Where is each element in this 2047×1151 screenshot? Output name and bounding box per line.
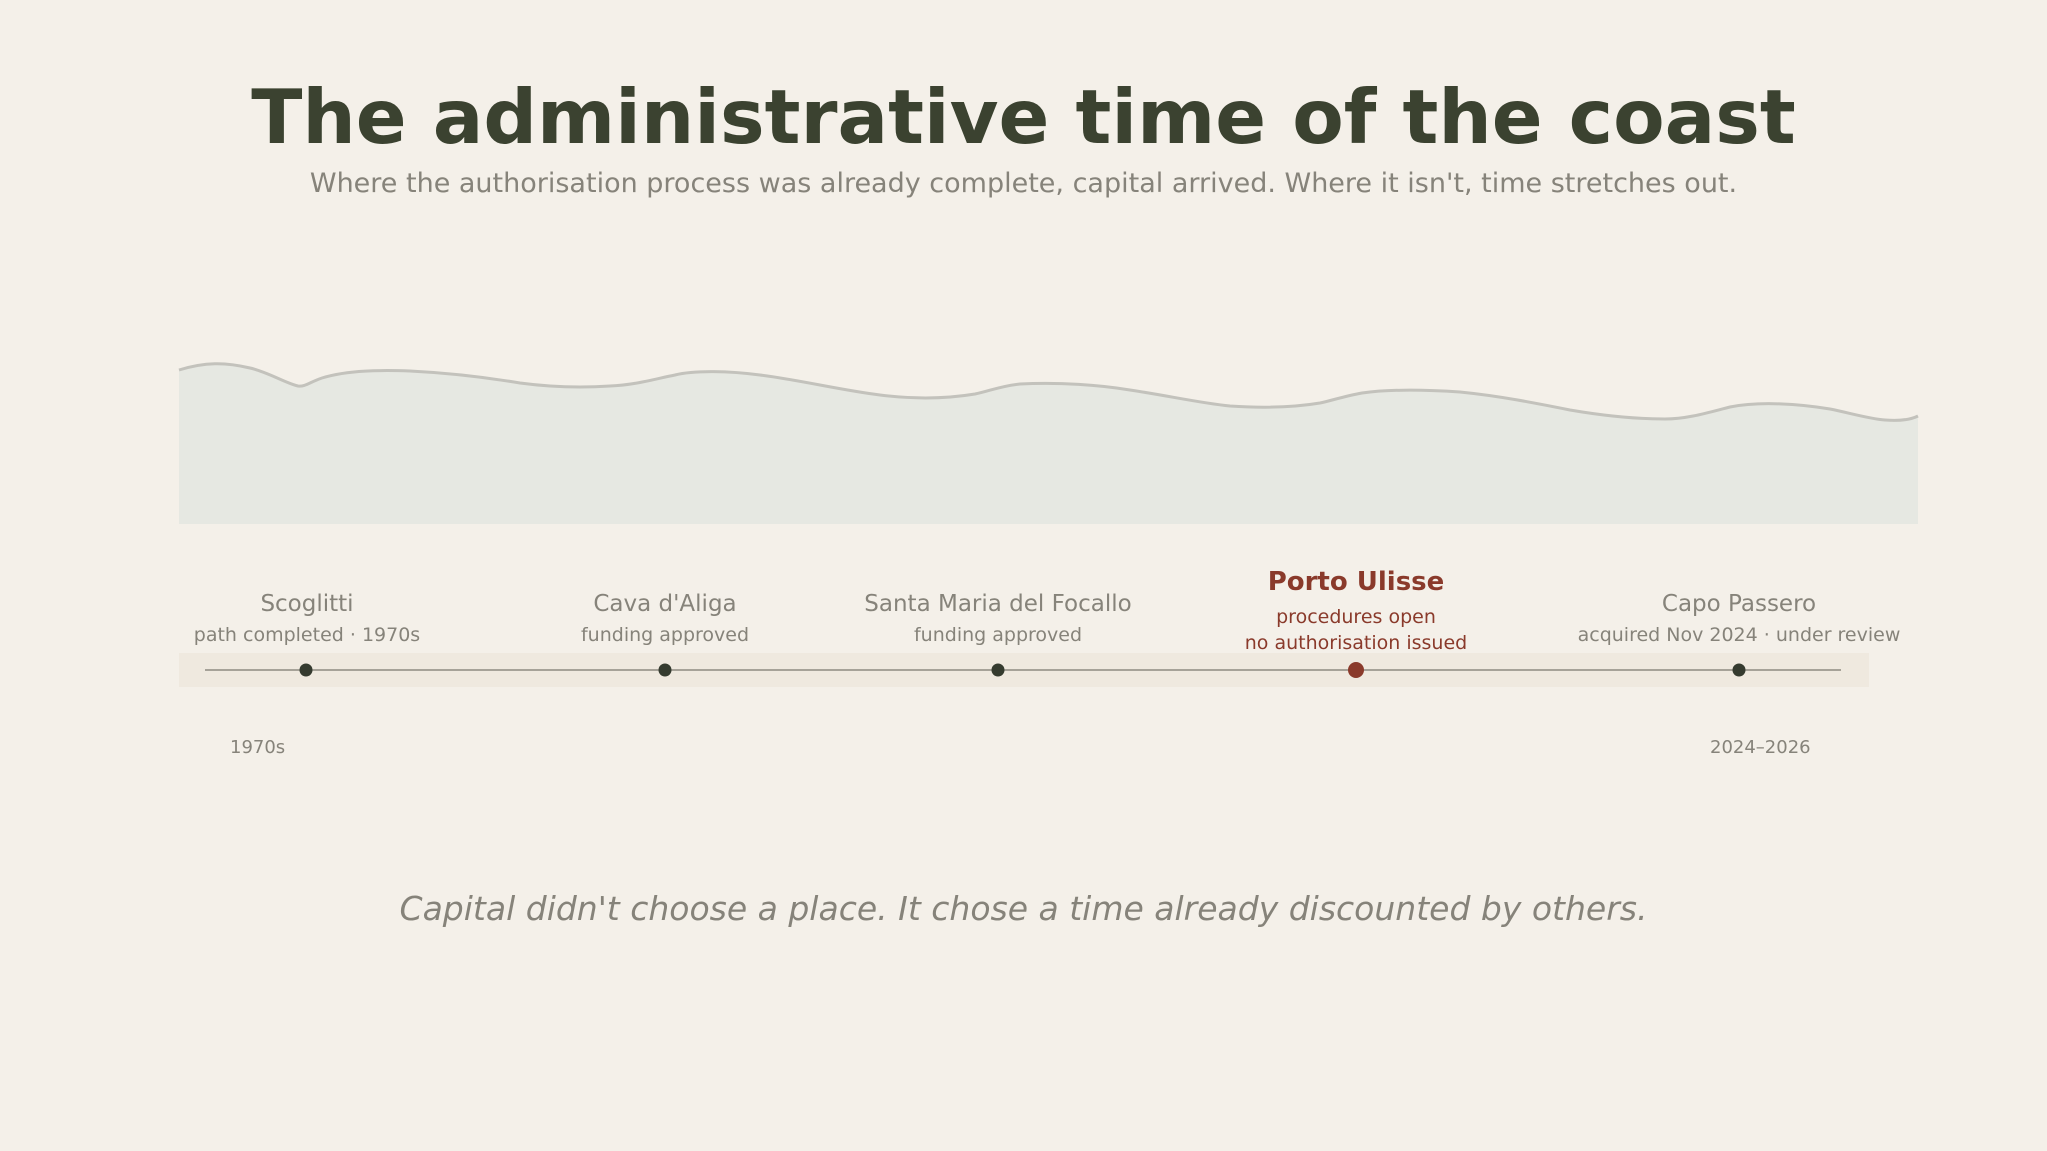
timeline-dot-santa-maria-del-focallo [991, 663, 1005, 677]
site-status: funding approved [913, 624, 1083, 646]
site-santa-maria-del-focallo: Santa Maria del Focallo funding approved [758, 590, 1238, 648]
site-porto-ulisse: Porto Ulisse procedures open no authoris… [1116, 567, 1596, 656]
closing-statement: Capital didn't choose a place. It chose … [399, 889, 1648, 928]
timeline-end-label: 2024–2026 [1710, 737, 1811, 758]
site-status: acquired Nov 2024 · under review [1577, 624, 1901, 646]
page-title: The administrative time of the coast [251, 73, 1796, 161]
site-status: path completed · 1970s [193, 624, 421, 646]
timeline-dot-porto-ulisse [1348, 662, 1364, 678]
sea-area [179, 363, 1918, 524]
page-subtitle: Where the authorisation process was alre… [309, 168, 1738, 199]
coastline [178, 362, 1919, 422]
site-status: procedures open [1276, 606, 1436, 628]
site-name: Capo Passero [1661, 591, 1817, 617]
timeline-start-label: 1970s [230, 737, 286, 758]
site-capo-passero: Capo Passero acquired Nov 2024 · under r… [1499, 590, 1979, 648]
timeline-dot-cava-daliga [658, 663, 672, 677]
site-status-detail: no authorisation issued [1244, 632, 1468, 654]
site-name: Scoglitti [260, 591, 354, 617]
site-name: Santa Maria del Focallo [864, 591, 1132, 617]
site-name: Porto Ulisse [1267, 567, 1445, 597]
site-scoglitti: Scoglitti path completed · 1970s [67, 590, 547, 648]
site-name: Cava d'Aliga [593, 591, 737, 617]
site-status: funding approved [580, 624, 750, 646]
timeline-dot-scoglitti [299, 663, 313, 677]
site-cava-daliga: Cava d'Aliga funding approved [425, 590, 905, 648]
timeline-dot-capo-passero [1732, 663, 1746, 677]
